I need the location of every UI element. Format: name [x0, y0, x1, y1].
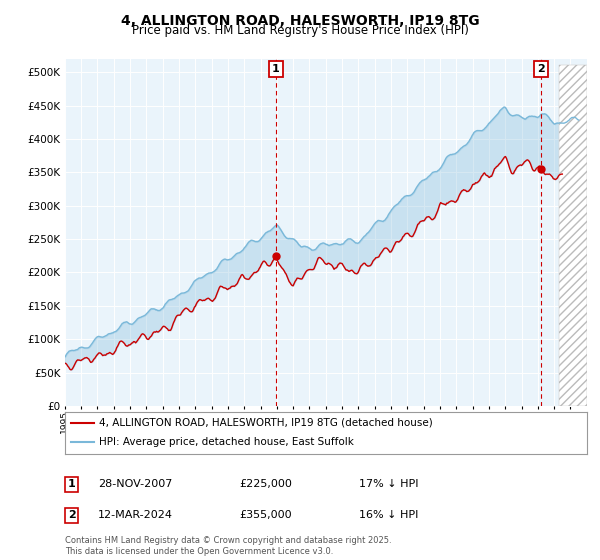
Text: 4, ALLINGTON ROAD, HALESWORTH, IP19 8TG: 4, ALLINGTON ROAD, HALESWORTH, IP19 8TG	[121, 14, 479, 28]
Text: 1: 1	[272, 64, 280, 74]
Text: 17% ↓ HPI: 17% ↓ HPI	[359, 479, 418, 489]
Text: 28-NOV-2007: 28-NOV-2007	[98, 479, 172, 489]
Text: £355,000: £355,000	[239, 510, 292, 520]
Text: 2: 2	[537, 64, 545, 74]
Text: Price paid vs. HM Land Registry's House Price Index (HPI): Price paid vs. HM Land Registry's House …	[131, 24, 469, 36]
Text: 12-MAR-2024: 12-MAR-2024	[98, 510, 173, 520]
Text: 1: 1	[68, 479, 76, 489]
Text: 4, ALLINGTON ROAD, HALESWORTH, IP19 8TG (detached house): 4, ALLINGTON ROAD, HALESWORTH, IP19 8TG …	[99, 418, 433, 428]
Text: 16% ↓ HPI: 16% ↓ HPI	[359, 510, 418, 520]
Text: 2: 2	[68, 510, 76, 520]
Text: Contains HM Land Registry data © Crown copyright and database right 2025.
This d: Contains HM Land Registry data © Crown c…	[65, 536, 391, 556]
Text: HPI: Average price, detached house, East Suffolk: HPI: Average price, detached house, East…	[99, 437, 353, 447]
Text: £225,000: £225,000	[239, 479, 292, 489]
